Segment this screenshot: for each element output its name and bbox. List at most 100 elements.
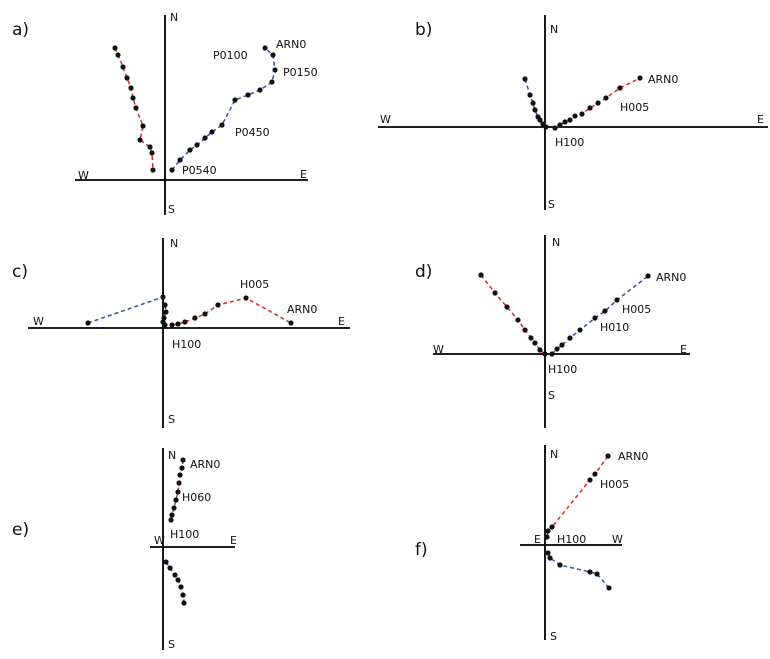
demag-step (150, 167, 156, 173)
axis-direction: N (552, 236, 560, 249)
demag-step (182, 319, 188, 325)
step-label: P0150 (283, 66, 318, 79)
step-label: ARN0 (276, 38, 306, 51)
demag-step (162, 322, 168, 328)
demag-step (180, 592, 186, 598)
demag-step (147, 144, 153, 150)
demag-step (567, 335, 573, 341)
demag-step (562, 119, 568, 125)
axis-direction: S (548, 198, 555, 211)
demag-step (130, 95, 136, 101)
panel-label: a) (12, 20, 29, 40)
axis-direction: S (550, 630, 557, 643)
demag-step (163, 559, 169, 565)
demag-step (522, 76, 528, 82)
demag-step (595, 100, 601, 106)
demag-step (522, 327, 528, 333)
demag-step (603, 95, 609, 101)
demag-step (128, 85, 134, 91)
demag-step (168, 517, 174, 523)
demag-path (171, 297, 292, 326)
demag-step (187, 147, 193, 153)
step-label: H005 (600, 478, 629, 491)
demag-step (215, 302, 221, 308)
demag-step (592, 315, 598, 321)
axis-direction: E (680, 343, 687, 356)
demag-path (171, 47, 276, 171)
demag-step (547, 555, 553, 561)
demag-step (515, 317, 521, 323)
demag-step (543, 124, 549, 130)
demag-step (537, 117, 543, 123)
demag-step (194, 142, 200, 148)
step-label: H010 (600, 321, 629, 334)
demag-path (87, 296, 164, 324)
step-label: ARN0 (618, 450, 648, 463)
demag-step (579, 111, 585, 117)
demag-step (537, 347, 543, 353)
step-label: H005 (240, 278, 269, 291)
demag-step (120, 64, 126, 70)
step-label: P0540 (182, 164, 217, 177)
demag-step (592, 471, 598, 477)
demag-step (602, 308, 608, 314)
step-label: H100 (170, 528, 199, 541)
demag-step (140, 123, 146, 129)
step-label: ARN0 (648, 73, 678, 86)
demag-step (504, 304, 510, 310)
axis-direction: W (380, 113, 391, 126)
demag-step (178, 584, 184, 590)
axis-direction: W (433, 343, 444, 356)
demag-step (245, 92, 251, 98)
axis-direction: E (338, 315, 345, 328)
axis-direction: S (548, 389, 555, 402)
demag-step (549, 524, 555, 530)
demag-step (262, 45, 268, 51)
demag-path (547, 552, 610, 589)
panel-label: b) (415, 20, 432, 40)
demag-step (552, 125, 558, 131)
demag-step (545, 550, 551, 556)
demag-step (179, 465, 185, 471)
demag-step (587, 477, 593, 483)
demag-step (175, 321, 181, 327)
demag-step (532, 340, 538, 346)
demag-step (137, 137, 143, 143)
demag-step (181, 600, 187, 606)
step-label: H100 (548, 363, 577, 376)
demag-step (572, 113, 578, 119)
axis-direction: S (168, 413, 175, 426)
panel-label: d) (415, 262, 432, 282)
demag-step (169, 167, 175, 173)
demag-step (557, 562, 563, 568)
step-label: H100 (557, 533, 586, 546)
demag-step (163, 309, 169, 315)
step-label: ARN0 (656, 271, 686, 284)
demag-step (85, 320, 91, 326)
demag-step (530, 100, 536, 106)
axis-direction: E (534, 533, 541, 546)
demag-step (528, 335, 534, 341)
axis-direction: E (300, 168, 307, 181)
demag-step (173, 497, 179, 503)
axis-direction: S (168, 638, 175, 651)
demag-step (527, 92, 533, 98)
demag-step (133, 105, 139, 111)
axis-direction: N (170, 11, 178, 24)
demag-step (542, 351, 548, 357)
demag-step (169, 512, 175, 518)
demag-step (554, 346, 560, 352)
demag-step (577, 327, 583, 333)
demag-step (257, 87, 263, 93)
demag-step (645, 273, 651, 279)
demag-step (587, 105, 593, 111)
axis-direction: E (757, 113, 764, 126)
demag-step (124, 75, 130, 81)
demag-step (617, 85, 623, 91)
step-label: P0450 (235, 126, 270, 139)
panel-label: f) (415, 540, 428, 560)
demag-step (175, 577, 181, 583)
step-label: H100 (555, 136, 584, 149)
demag-step (162, 302, 168, 308)
